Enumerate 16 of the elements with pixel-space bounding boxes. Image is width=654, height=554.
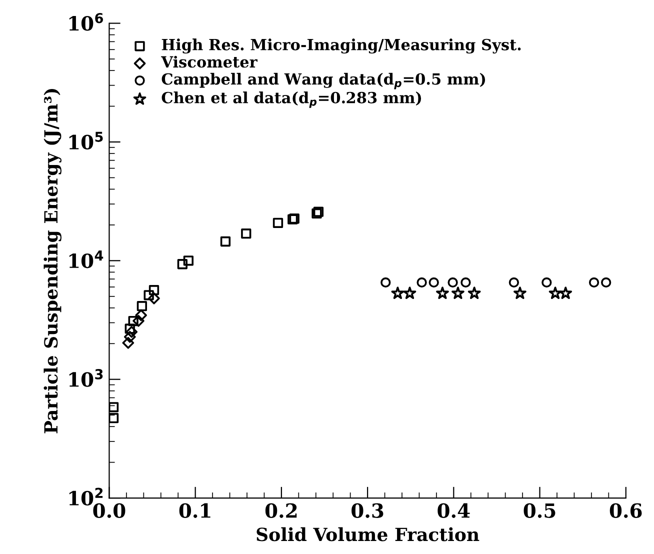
y-axis-title: Particle Suspending Energy (J/m³) (44, 88, 62, 434)
legend-label: Chen et al data(d$_{p}$=0.283 mm) (162, 92, 422, 108)
x-tick-label: 0.2 (265, 503, 297, 518)
legend-label: High Res. Micro-Imaging/Measuring Syst. (162, 38, 521, 54)
y-tick-label: 10$^{4}$ (69, 250, 104, 268)
x-tick-label: 0.6 (610, 503, 642, 518)
y-tick-label: 10$^{6}$ (69, 12, 104, 31)
x-tick-label: 0.3 (352, 503, 384, 518)
y-tick-label: 10$^{3}$ (69, 369, 103, 387)
x-axis-title: Solid Volume Fraction (256, 527, 480, 542)
x-tick-label: 0.4 (438, 503, 470, 518)
legend-label: Viscometer (161, 56, 258, 68)
legend-label: Campbell and Wang data(d$_{p}$=0.5 mm) (162, 72, 486, 90)
x-tick-label: 0.5 (524, 503, 556, 518)
x-tick-label: 0.1 (179, 503, 210, 518)
y-tick-label: 10$^{5}$ (69, 132, 103, 150)
